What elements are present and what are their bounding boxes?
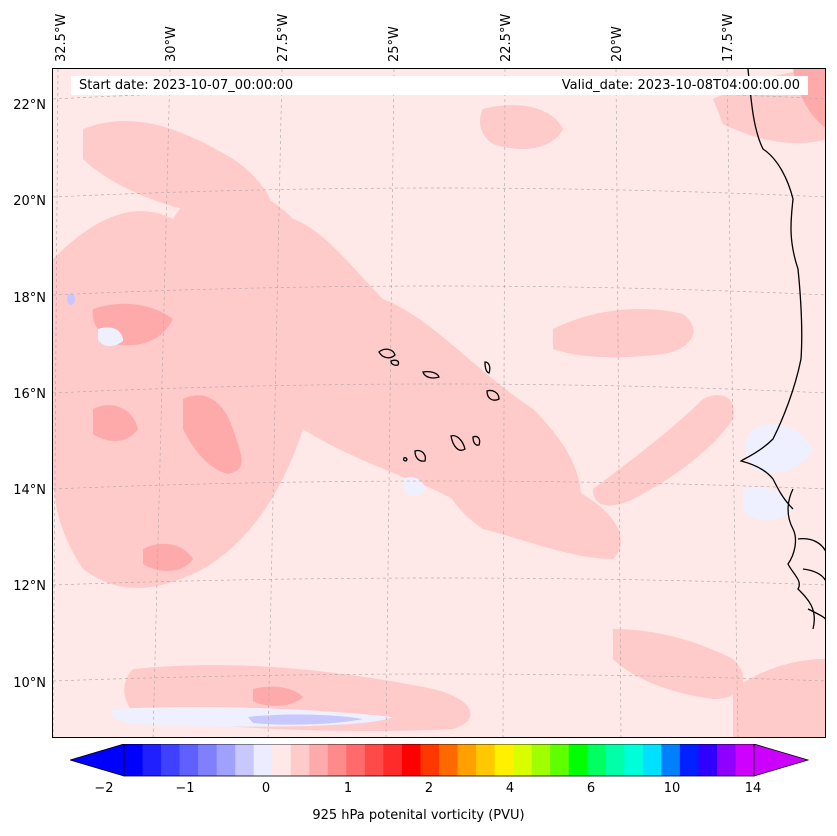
colorbar-segment [494, 744, 514, 776]
colorbar-label: 925 hPa potenital vorticity (PVU) [312, 808, 525, 823]
lon-label: 20°W [610, 26, 625, 62]
colorbar-tick: 4 [505, 781, 515, 796]
colorbar-segment [513, 744, 533, 776]
start-date-label: Start date: 2023-10-07_00:00:00 [79, 78, 294, 93]
lon-label: 27.5°W [276, 13, 291, 62]
colorbar-segment [198, 744, 218, 776]
lat-label: 12°N [13, 579, 46, 594]
colorbar-segment [698, 744, 718, 776]
colorbar [70, 744, 810, 777]
lon-label: 22.5°W [499, 13, 514, 62]
colorbar-tick: −2 [94, 781, 114, 796]
colorbar-tick: 1 [343, 781, 353, 796]
colorbar-arrow-low [70, 744, 125, 777]
colorbar-segment [550, 744, 570, 776]
colorbar-segment [272, 744, 292, 776]
lat-label: 22°N [13, 98, 46, 113]
colorbar-segment [439, 744, 459, 776]
lat-label: 10°N [13, 676, 46, 691]
colorbar-segment [476, 744, 496, 776]
colorbar-tick: 6 [586, 781, 596, 796]
colorbar-segment [605, 744, 625, 776]
colorbar-segment [587, 744, 607, 776]
colorbar-segment [309, 744, 329, 776]
colorbar-segment [235, 744, 255, 776]
colorbar-segment [327, 744, 347, 776]
colorbar-segment [253, 744, 273, 776]
colorbar-segment [346, 744, 366, 776]
colorbar-segment [179, 744, 199, 776]
colorbar-segment [624, 744, 644, 776]
colorbar-segment [642, 744, 662, 776]
lon-label: 25°W [387, 26, 402, 62]
colorbar-tick: 14 [744, 781, 762, 796]
lat-label: 20°N [13, 194, 46, 209]
colorbar-segment [531, 744, 551, 776]
colorbar-segment [420, 744, 440, 776]
map-canvas [53, 69, 825, 737]
colorbar-segment [142, 744, 162, 776]
lat-label: 16°N [13, 387, 46, 402]
map-panel[interactable] [52, 68, 826, 738]
colorbar-segment [290, 744, 310, 776]
colorbar-arrow-high [753, 744, 810, 777]
colorbar-segment [401, 744, 421, 776]
info-banner: Start date: 2023-10-07_00:00:00 Valid_da… [71, 76, 808, 95]
valid-date-label: Valid_date: 2023-10-08T04:00:00.00 [561, 78, 800, 93]
colorbar-segment [661, 744, 681, 776]
colorbar-tick: 2 [424, 781, 434, 796]
islands [378, 348, 500, 462]
colorbar-tick: −1 [175, 781, 195, 796]
colorbar-segments [123, 744, 755, 777]
colorbar-segment [161, 744, 181, 776]
lon-label: 17.5°W [721, 13, 736, 62]
colorbar-segment [364, 744, 384, 776]
colorbar-tick: 10 [663, 781, 681, 796]
colorbar-segment [124, 744, 144, 776]
pv-contours-blue [67, 293, 363, 725]
colorbar-segment [568, 744, 588, 776]
colorbar-segment [735, 744, 755, 776]
colorbar-segment [716, 744, 736, 776]
colorbar-tick: 0 [261, 781, 271, 796]
coastline [739, 69, 825, 630]
colorbar-segment [457, 744, 477, 776]
lat-label: 18°N [13, 291, 46, 306]
lat-label: 14°N [13, 483, 46, 498]
lon-label: 32.5°W [54, 13, 69, 62]
colorbar-segment [216, 744, 236, 776]
colorbar-segment [679, 744, 699, 776]
colorbar-segment [383, 744, 403, 776]
lon-label: 30°W [164, 26, 179, 62]
